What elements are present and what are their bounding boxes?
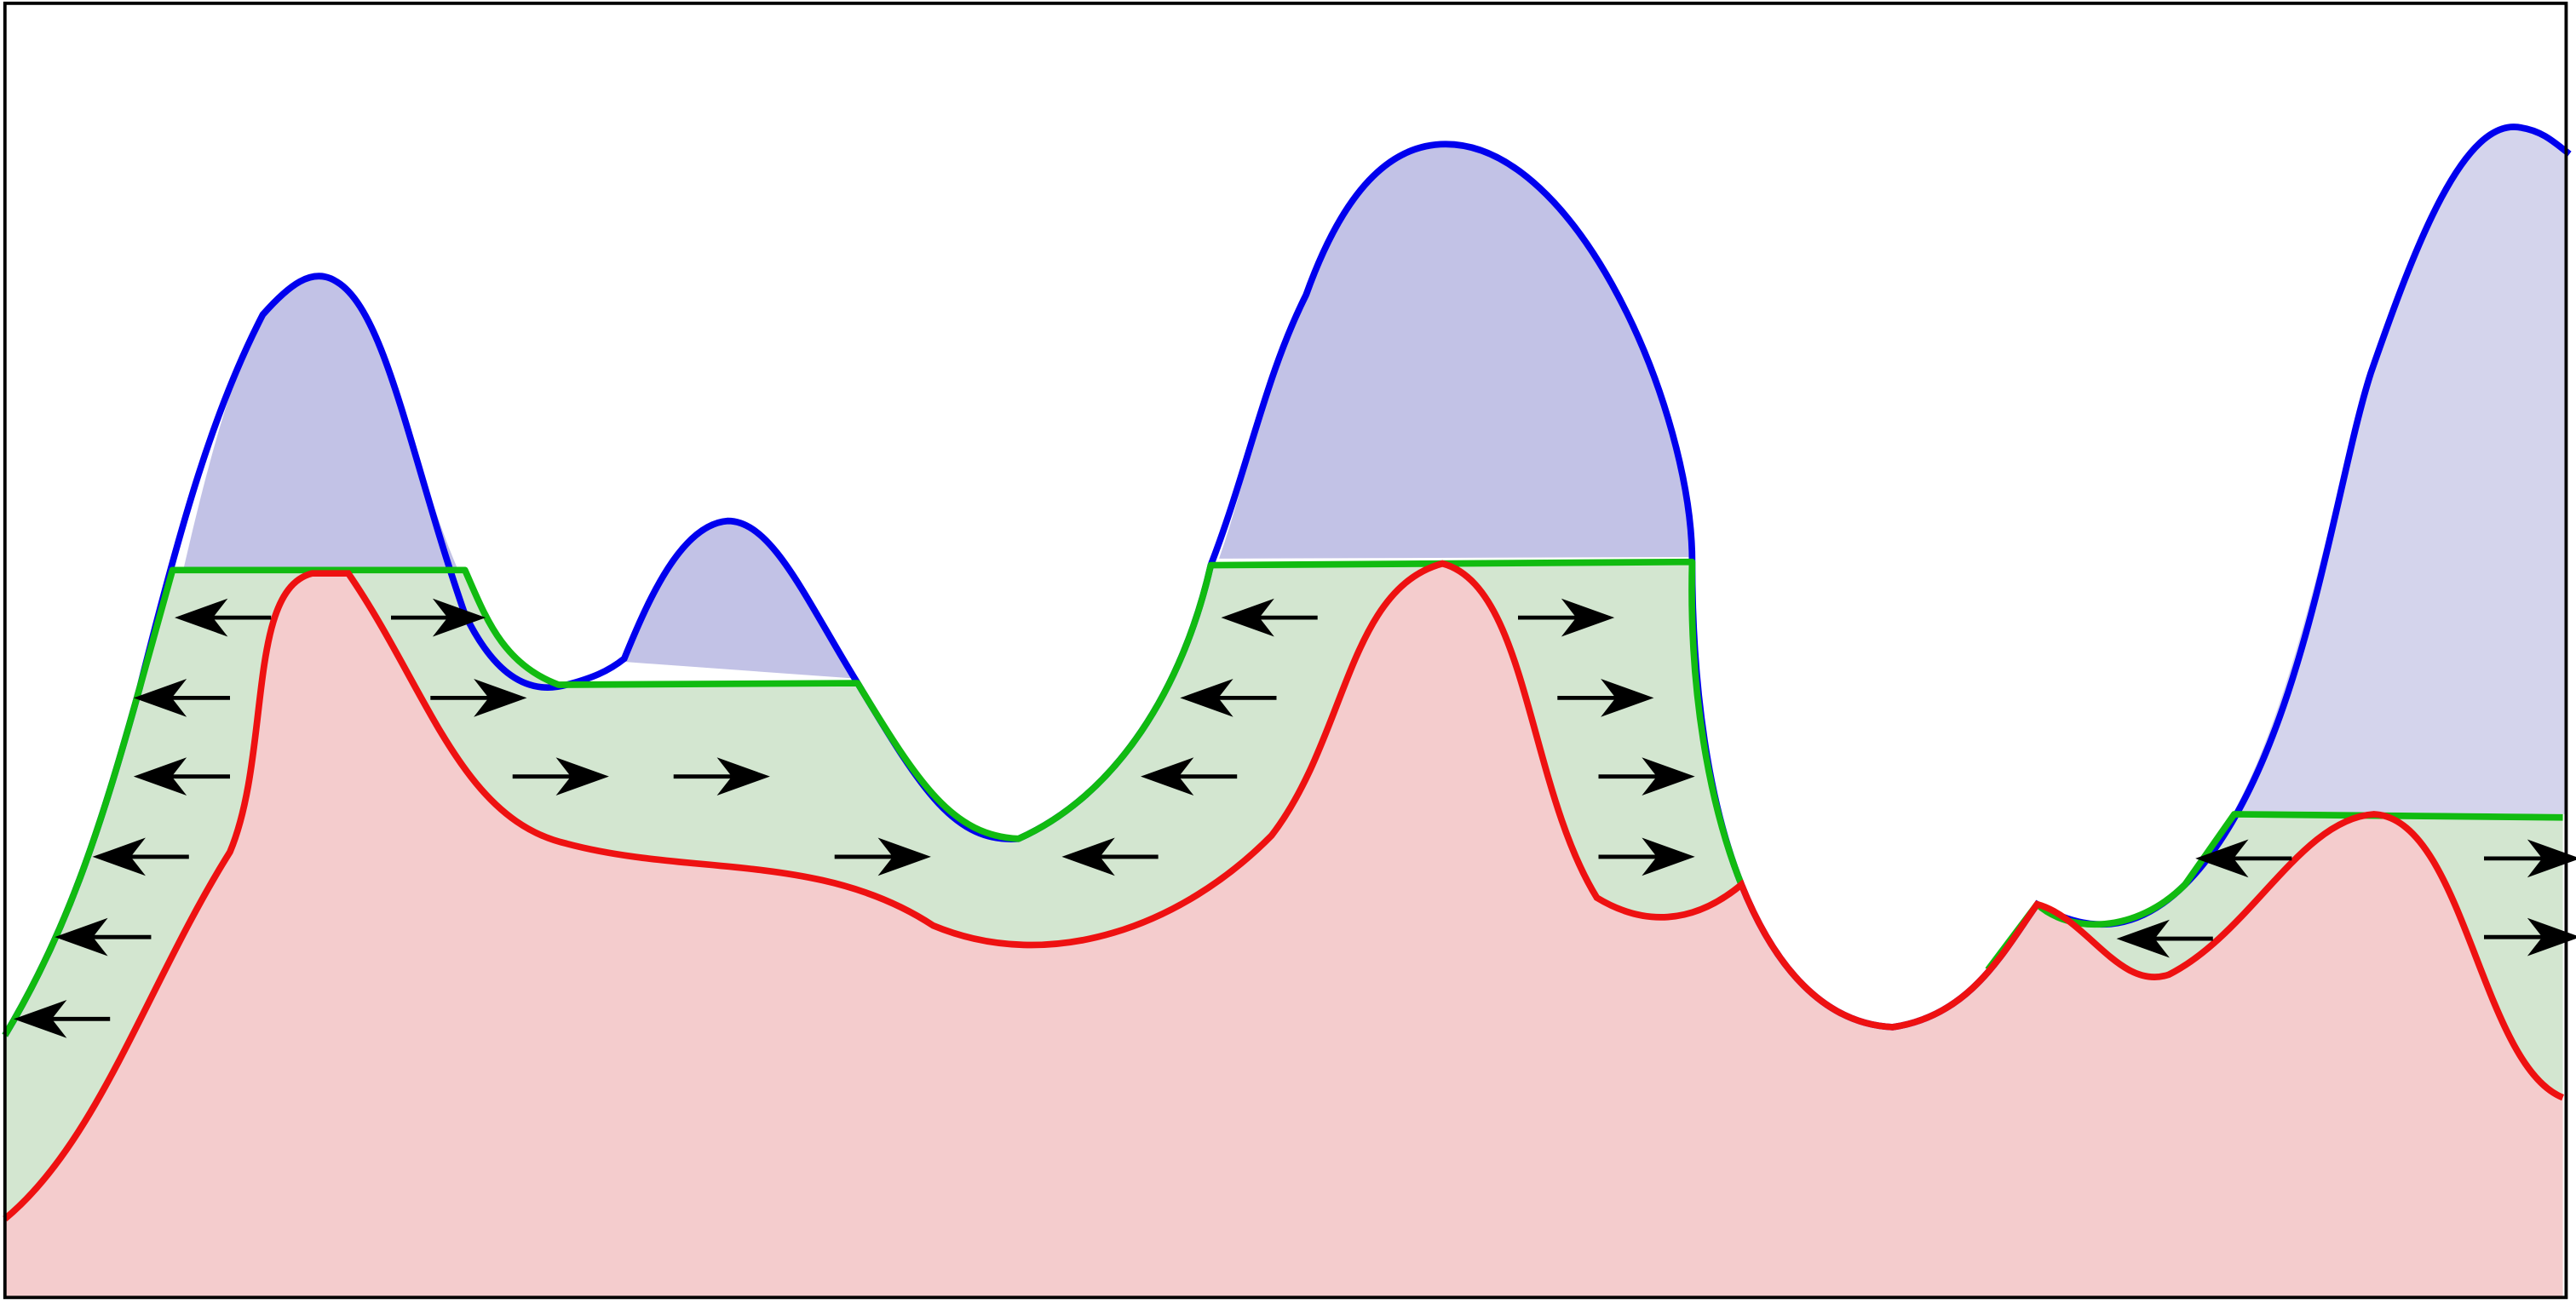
arrow-right-6 xyxy=(1518,598,1615,637)
arrow-right-2 xyxy=(430,678,527,717)
arrow-left-11 xyxy=(2195,839,2292,878)
diagram-frame xyxy=(3,1,2568,1300)
arrow-right-4 xyxy=(673,757,770,796)
arrow-left-1 xyxy=(175,598,272,637)
upper-region-fill-2 xyxy=(624,520,851,679)
water-level-line-right xyxy=(1985,811,2563,972)
upper-region-fill-1 xyxy=(184,276,457,567)
arrow-left-9 xyxy=(1180,678,1277,717)
flow-arrows xyxy=(14,598,2576,1038)
arrow-left-3 xyxy=(133,757,230,796)
arrow-left-4 xyxy=(92,837,189,876)
arrow-left-8 xyxy=(1221,598,1318,637)
arrow-right-10 xyxy=(2484,839,2576,878)
arrow-left-2 xyxy=(133,678,230,717)
arrow-right-3 xyxy=(512,757,609,796)
arrow-right-9 xyxy=(1598,837,1695,876)
arrow-right-7 xyxy=(1557,678,1654,717)
arrow-left-12 xyxy=(2116,919,2213,958)
water-region-fill-right xyxy=(2037,813,2563,1098)
lower-boundary-curve xyxy=(3,560,2565,1221)
water-level-line xyxy=(2,558,1745,1037)
lower-region-fill xyxy=(4,563,2563,1298)
arrow-left-6 xyxy=(55,917,152,956)
arrow-left-7 xyxy=(14,999,111,1038)
arrow-right-1 xyxy=(391,598,486,637)
upper-region-fill-4 xyxy=(2234,126,2567,814)
arrow-right-11 xyxy=(2484,917,2576,956)
upper-region-fill-3 xyxy=(1219,144,1689,559)
arrow-left-5 xyxy=(1061,837,1159,876)
arrow-right-8 xyxy=(1598,757,1695,796)
arrow-right-5 xyxy=(834,837,931,876)
arrow-left-10 xyxy=(1141,757,1238,796)
